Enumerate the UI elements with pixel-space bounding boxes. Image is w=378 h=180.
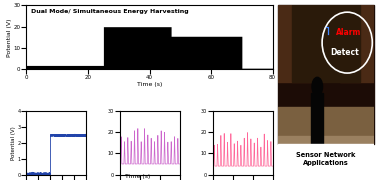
Bar: [278, 144, 374, 175]
Text: Detect: Detect: [330, 48, 359, 57]
Text: Dual Mode/ Simultaneous Energy Harvesting: Dual Mode/ Simultaneous Energy Harvestin…: [31, 9, 189, 14]
Bar: [278, 5, 311, 82]
Text: Alarm: Alarm: [336, 28, 361, 37]
Bar: [292, 5, 360, 82]
Bar: [341, 5, 374, 82]
Y-axis label: Potential (V): Potential (V): [7, 18, 12, 57]
Text: Sensor Network
Applications: Sensor Network Applications: [296, 152, 356, 166]
Bar: [278, 107, 374, 144]
X-axis label: Time (s): Time (s): [137, 82, 162, 87]
Y-axis label: Potential (V): Potential (V): [11, 126, 16, 159]
Circle shape: [312, 77, 322, 96]
Bar: [311, 93, 323, 144]
Text: Time (s): Time (s): [125, 174, 151, 179]
Bar: [278, 136, 374, 144]
Bar: [278, 5, 374, 144]
